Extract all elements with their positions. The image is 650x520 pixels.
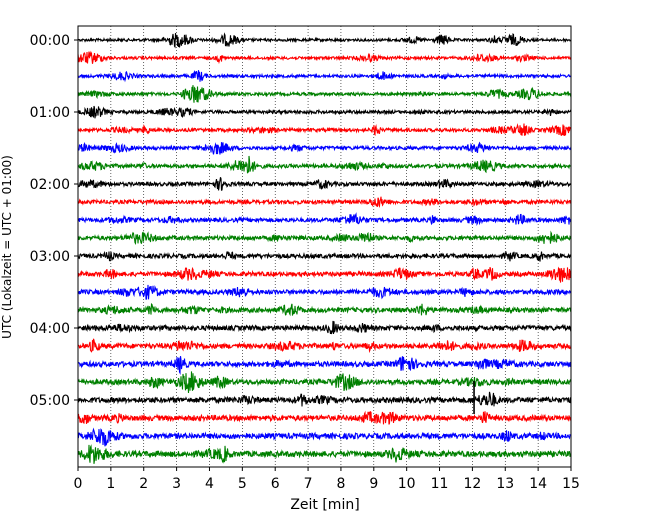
seismic-trace [77, 250, 572, 262]
seismic-trace [77, 356, 572, 375]
x-tick-label: 7 [304, 476, 313, 492]
seismic-trace [77, 196, 572, 209]
x-tick-label: 13 [496, 476, 514, 492]
seismic-trace [77, 50, 572, 65]
seismic-trace [77, 85, 572, 103]
x-tick-label: 9 [369, 476, 378, 492]
x-tick-label: 4 [205, 476, 214, 492]
x-tick-label: 0 [74, 476, 83, 492]
x-tick-label: 8 [336, 476, 345, 492]
seismic-trace [77, 284, 572, 300]
x-tick-label: 2 [139, 476, 148, 492]
y-axis-label: UTC (Lokalzeit = UTC + 01:00) [0, 155, 14, 339]
seismic-trace [77, 391, 572, 407]
seismic-trace [77, 70, 572, 83]
x-tick-label: 12 [463, 476, 481, 492]
seismic-trace [77, 155, 572, 174]
x-tick-label: 6 [271, 476, 280, 492]
seismic-traces [77, 32, 572, 464]
x-tick-label: 15 [562, 476, 580, 492]
seismic-trace [77, 32, 572, 49]
x-tick-label: 10 [398, 476, 416, 492]
seismic-trace [77, 177, 572, 191]
seismic-trace [77, 266, 572, 283]
x-tick-label: 1 [106, 476, 115, 492]
y-tick-label: 04:00 [30, 321, 70, 337]
seismic-trace [77, 410, 572, 425]
seismic-trace [77, 427, 572, 447]
y-tick-label: 00:00 [30, 33, 70, 49]
seismic-trace [77, 141, 572, 155]
y-tick-label: 01:00 [30, 105, 70, 121]
seismic-trace [77, 371, 572, 393]
y-tick-label: 03:00 [30, 249, 70, 265]
y-tick-label: 05:00 [30, 393, 70, 409]
y-axis: 00:00 01:00 02:00 03:00 04:00 05:00 [30, 33, 78, 409]
x-tick-label: 11 [431, 476, 449, 492]
seismic-trace [77, 302, 572, 317]
seismic-trace [77, 123, 572, 136]
seismic-trace [77, 212, 572, 227]
seismic-trace [77, 230, 572, 245]
seismic-trace [77, 320, 572, 335]
x-tick-label: 5 [238, 476, 247, 492]
x-axis-label: Zeit [min] [290, 497, 359, 513]
y-tick-label: 02:00 [30, 177, 70, 193]
x-axis: 0 1 2 3 4 5 6 7 8 9 10 11 12 13 14 15 [74, 467, 580, 492]
plot-frame [77, 25, 572, 468]
x-tick-label: 14 [529, 476, 547, 492]
x-tick-label: 3 [172, 476, 181, 492]
seismic-trace [77, 338, 572, 354]
seismic-trace [77, 105, 572, 119]
seismic-trace [77, 444, 572, 464]
